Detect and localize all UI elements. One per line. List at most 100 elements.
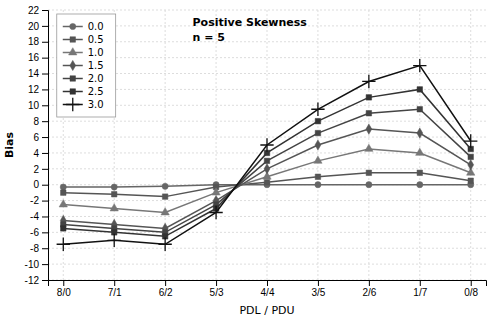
tick-label: 0: [33, 179, 39, 190]
tick: -6: [30, 227, 48, 238]
tick-mark: [63, 280, 64, 286]
point: [417, 182, 423, 188]
grid: [48, 10, 486, 280]
y-axis: -12-10-8-6-4-20246810121416182022: [25, 5, 49, 286]
tick-mark: [267, 280, 268, 286]
point: [468, 178, 473, 183]
tick-mark: [42, 105, 48, 106]
tick: 0: [33, 179, 48, 190]
point: [60, 184, 66, 190]
tick-label: -10: [25, 259, 40, 270]
axis-line: [49, 281, 487, 287]
point: [417, 87, 422, 92]
tick-label: 16: [28, 52, 40, 63]
legend-entry: 2.5: [63, 86, 104, 97]
tick-label: 6: [33, 132, 39, 143]
tick: -10: [25, 259, 48, 270]
point: [366, 170, 371, 175]
tick-label: 5/3: [210, 287, 224, 298]
tick: -4: [30, 211, 48, 222]
point: [61, 190, 66, 195]
tick: 3/5: [311, 280, 325, 298]
tick-label: 1/7: [413, 287, 427, 298]
grid-line: [48, 216, 486, 217]
legend-marker: [70, 23, 76, 29]
point: [366, 110, 371, 115]
legend-marker: [70, 76, 75, 81]
point: [413, 59, 426, 72]
legend-entry: 0.5: [63, 34, 104, 45]
axis-line: [42, 11, 49, 281]
tick: 6/2: [159, 280, 173, 298]
series-line: [63, 109, 470, 232]
point: [417, 128, 423, 138]
point: [161, 208, 169, 215]
tick-label: -6: [30, 227, 39, 238]
tick-mark: [216, 280, 217, 286]
point: [315, 118, 320, 123]
point: [61, 226, 66, 231]
tick: 4/4: [261, 280, 275, 298]
tick-label: 6/2: [159, 287, 173, 298]
point: [260, 138, 273, 151]
point: [366, 95, 371, 100]
point: [158, 238, 171, 251]
tick: 22: [28, 5, 48, 16]
legend-label: 3.0: [88, 99, 104, 110]
legend-entry: 2.0: [63, 73, 104, 84]
series: [61, 170, 474, 199]
tick-mark: [114, 280, 115, 286]
tick: 12: [28, 84, 48, 95]
series: [61, 107, 474, 236]
tick: 8/0: [57, 280, 71, 298]
tick-label: 8/0: [57, 287, 71, 298]
legend-marker: [66, 98, 79, 111]
series-line: [63, 66, 470, 245]
tick-mark: [42, 121, 48, 122]
legend-entry: 0.0: [63, 21, 104, 32]
tick-mark: [42, 10, 48, 11]
point: [209, 206, 222, 219]
tick-label: 8: [33, 116, 39, 127]
tick: 20: [28, 21, 48, 32]
legend-label: 1.5: [88, 60, 104, 71]
point: [362, 75, 375, 88]
tick: 7/1: [108, 280, 122, 298]
tick-label: 12: [28, 84, 40, 95]
grid-line: [419, 10, 420, 280]
annotation: n = 5: [193, 31, 225, 44]
point: [111, 191, 116, 196]
legend-frame: [57, 14, 116, 117]
tick-label: 7/1: [108, 287, 122, 298]
tick: 1/7: [413, 280, 427, 298]
tick: -2: [30, 195, 48, 206]
legend-label: 2.0: [88, 73, 104, 84]
tick-mark: [42, 248, 48, 249]
point: [315, 130, 320, 135]
point: [311, 103, 324, 116]
tick-mark: [369, 280, 370, 286]
tick-mark: [420, 280, 421, 286]
point: [365, 144, 373, 151]
tick: 6: [33, 132, 48, 143]
point: [315, 182, 321, 188]
legend-marker: [70, 37, 75, 42]
legend-marker: [70, 60, 76, 70]
grid-line: [216, 10, 217, 280]
tick-mark: [42, 153, 48, 154]
tick: 16: [28, 52, 48, 63]
tick-label: -4: [30, 211, 39, 222]
tick-mark: [471, 280, 472, 286]
point: [315, 140, 321, 150]
tick-label: -8: [30, 243, 39, 254]
tick-label: 10: [28, 100, 40, 111]
legend-label: 0.0: [88, 21, 104, 32]
point: [468, 154, 473, 159]
point: [212, 188, 220, 195]
tick: 0/8: [464, 280, 478, 298]
legend: 0.0 0.5 1.0 1.5 2.0 2.5 3.0: [57, 14, 116, 117]
legend-label: 1.0: [88, 47, 104, 58]
point: [162, 183, 168, 189]
annotation: Positive Skewness: [193, 16, 308, 29]
point: [108, 234, 121, 247]
